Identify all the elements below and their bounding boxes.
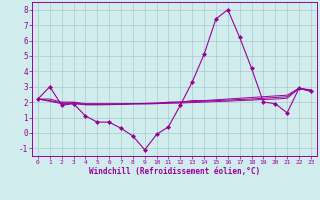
X-axis label: Windchill (Refroidissement éolien,°C): Windchill (Refroidissement éolien,°C) bbox=[89, 167, 260, 176]
